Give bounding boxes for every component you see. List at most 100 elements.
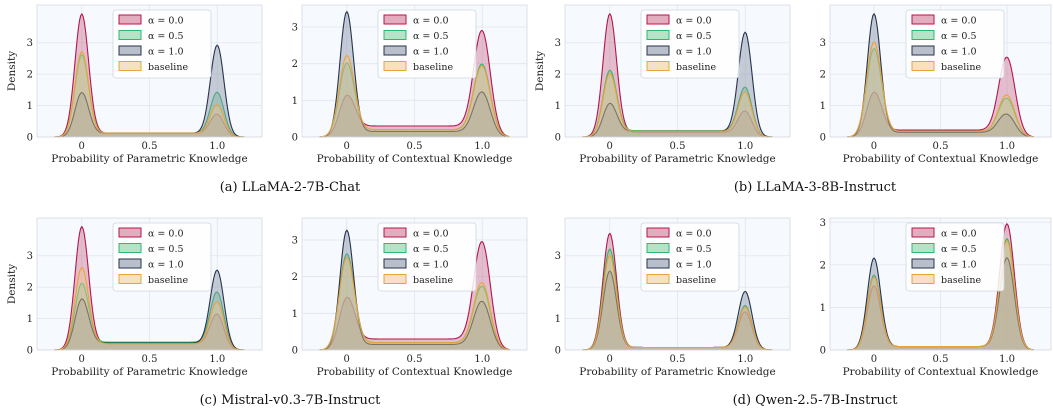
y-tick-label: 2: [555, 70, 561, 81]
y-tick-label: 1: [292, 96, 298, 107]
x-axis-label: Probability of Parametric Knowledge: [579, 366, 775, 378]
legend-label: α = 1.0: [413, 260, 449, 271]
legend-swatch: [911, 227, 935, 238]
density-line: [54, 266, 245, 351]
legend-label: baseline: [413, 275, 453, 286]
y-tick-label: 0: [555, 133, 561, 144]
plot-frame: [829, 217, 1052, 351]
y-tick-label: 3: [27, 38, 33, 49]
legend-swatch: [646, 30, 670, 40]
y-tick-label: 1: [27, 101, 33, 112]
subplot-4: 0 0.5 1.0 0 1 2 3 Probability of Contextual Kno…: [820, 4, 1052, 165]
density-area: [302, 253, 510, 350]
x-tick-label: 0: [79, 354, 85, 365]
density-line: [319, 10, 510, 138]
density-line: [319, 256, 510, 351]
legend-label: α = 0.5: [676, 244, 712, 255]
legend-swatch: [911, 243, 935, 253]
legend-swatch: [383, 45, 407, 56]
density-area: [565, 249, 773, 350]
density-area: [302, 55, 510, 137]
density-area: [37, 54, 245, 138]
y-tick-label: 0: [292, 133, 298, 144]
legend-label: baseline: [676, 62, 716, 73]
x-tick-label: 0: [344, 354, 350, 365]
y-tick-label: 2: [27, 283, 33, 294]
x-tick-label: 0: [79, 141, 85, 152]
x-tick-label: 1.0: [999, 354, 1015, 365]
density-area: [37, 226, 245, 350]
y-tick-label: 2: [555, 283, 561, 294]
legend-label: baseline: [148, 275, 188, 286]
density-area: [830, 57, 1034, 138]
y-tick-label: 3: [820, 38, 826, 49]
subplot-5: 0 0.5 1.0 0 1 2 3 Probability of Parametric Kno…: [6, 217, 263, 378]
y-tick-label: 0: [555, 346, 561, 357]
legend-swatch: [383, 14, 407, 25]
legend-label: α = 0.0: [148, 229, 184, 240]
legend-label: α = 1.0: [148, 260, 184, 271]
density-area: [37, 283, 245, 350]
x-tick-label: 0.5: [142, 354, 158, 365]
y-tick-label: 1: [27, 314, 33, 325]
legend-label: baseline: [148, 62, 188, 73]
density-area: [302, 230, 510, 350]
plot-frame: [301, 217, 528, 351]
density-area: [302, 241, 510, 350]
subplot-3: 0 0.5 1.0 0 1 2 3 Probability of Parametric Kno…: [534, 4, 791, 165]
legend-swatch: [911, 274, 935, 284]
legend-label: α = 0.0: [413, 16, 449, 27]
legend-swatch: [383, 258, 407, 269]
y-tick-label: 3: [27, 251, 33, 262]
density-area: [565, 13, 773, 137]
density-area: [37, 45, 245, 137]
x-tick-label: 0.5: [670, 141, 686, 152]
density-line: [319, 240, 510, 351]
legend-swatch: [911, 30, 935, 40]
legend-label: α = 0.0: [676, 16, 712, 27]
legend-label: α = 0.5: [941, 244, 977, 255]
density-line: [319, 54, 510, 138]
y-tick-label: 0: [820, 133, 826, 144]
y-tick-label: 3: [555, 251, 561, 262]
legend-label: baseline: [676, 275, 716, 286]
subplot-2: 0 0.5 1.0 0 1 2 3 Probability of Contextual Kno…: [292, 4, 528, 165]
x-tick-label: 0: [871, 141, 877, 152]
density-area: [302, 30, 510, 137]
legend-swatch: [911, 61, 935, 71]
subplot-7: 0 0.5 1.0 0 1 2 3 Probability of Parametric Kno…: [555, 217, 791, 378]
density-line: [582, 69, 773, 138]
legend-label: α = 0.5: [413, 31, 449, 42]
density-area: [37, 270, 245, 350]
y-axis-label: Density: [534, 51, 546, 91]
x-axis-label: Probability of Parametric Knowledge: [579, 153, 775, 165]
x-tick-label: 0: [871, 354, 877, 365]
y-tick-label: 1: [555, 101, 561, 112]
legend-label: α = 0.0: [941, 229, 977, 240]
plot-frame: [36, 4, 263, 138]
legend-label: α = 0.5: [148, 31, 184, 42]
legend-swatch: [118, 227, 142, 238]
subplot-6: 0 0.5 1.0 0 1 2 3 Probability of Contextual Kno…: [292, 217, 528, 378]
y-tick-label: 3: [820, 218, 826, 229]
density-area: [830, 48, 1034, 138]
x-axis-label: Probability of Contextual Knowledge: [843, 153, 1039, 165]
legend-label: α = 1.0: [941, 47, 977, 58]
legend-label: α = 0.0: [941, 16, 977, 27]
plot-frame: [564, 217, 791, 351]
x-tick-label: 0: [607, 141, 613, 152]
legend-label: α = 1.0: [676, 47, 712, 58]
subplot-8: 0 0.5 1.0 0 1 2 3 Probability of Contextual Kno…: [820, 217, 1052, 378]
x-tick-label: 0.5: [407, 354, 423, 365]
x-tick-label: 0: [344, 141, 350, 152]
density-area: [302, 257, 510, 350]
legend-swatch: [911, 14, 935, 25]
x-axis-label: Probability of Parametric Knowledge: [51, 153, 247, 165]
y-axis-label: Density: [6, 264, 18, 304]
caption-c: (c) Mistral-v0.3-7B-Instruct: [199, 393, 381, 408]
legend-swatch: [118, 45, 142, 56]
y-tick-label: 2: [820, 260, 826, 271]
density-line: [582, 12, 773, 138]
legend-swatch: [911, 45, 935, 56]
y-tick-label: 2: [27, 70, 33, 81]
